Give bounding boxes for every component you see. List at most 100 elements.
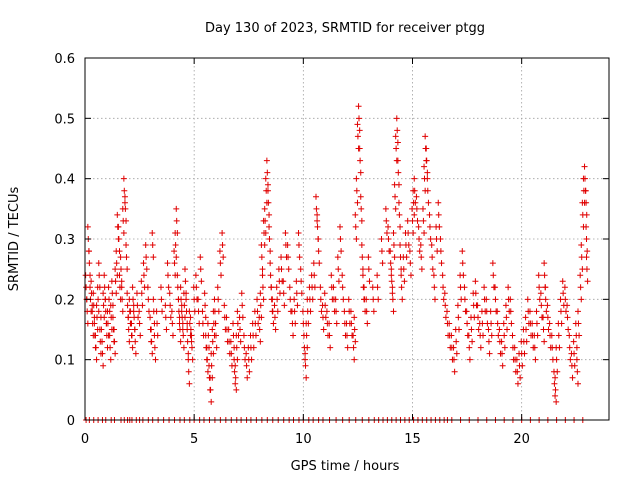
data-point [339, 272, 346, 279]
data-point [204, 368, 211, 375]
x-axis-label: GPS time / hours [291, 459, 400, 474]
data-point [387, 248, 394, 255]
data-point [353, 187, 360, 194]
data-point [322, 302, 329, 309]
data-point [523, 338, 530, 345]
data-point [314, 223, 321, 230]
data-point [88, 278, 95, 285]
data-point [107, 344, 114, 351]
data-point [392, 133, 399, 140]
data-point [394, 127, 401, 134]
data-point [514, 368, 521, 375]
data-point [365, 266, 372, 273]
data-point [583, 266, 590, 273]
data-point [577, 272, 584, 279]
data-point [95, 260, 102, 267]
data-point [359, 272, 366, 279]
data-point [105, 284, 112, 291]
data-point [290, 332, 297, 339]
data-point [100, 362, 107, 369]
data-point [389, 296, 396, 303]
data-point [555, 332, 562, 339]
data-point [135, 314, 142, 321]
data-point [544, 314, 551, 321]
data-point [234, 356, 241, 363]
data-point [535, 272, 542, 279]
data-point [453, 350, 460, 357]
data-point [315, 236, 322, 242]
data-point [280, 278, 287, 285]
data-point [263, 157, 270, 164]
data-point [281, 302, 288, 309]
data-point [345, 296, 352, 303]
data-point [231, 368, 238, 375]
data-point [128, 332, 135, 339]
data-point [233, 386, 240, 393]
data-point [545, 326, 552, 333]
data-point [370, 296, 377, 303]
data-point [562, 308, 569, 315]
data-point [400, 266, 407, 273]
data-point [430, 272, 437, 279]
data-point [302, 350, 309, 357]
data-point [477, 344, 484, 351]
data-point [442, 302, 449, 309]
data-point [209, 326, 216, 333]
data-point [257, 338, 264, 345]
data-point [273, 284, 280, 291]
data-point [532, 356, 539, 363]
data-point [166, 290, 173, 297]
data-point [521, 350, 528, 357]
data-point [151, 344, 158, 351]
data-point [435, 211, 442, 218]
data-point [267, 248, 274, 255]
data-point [119, 308, 126, 315]
data-point [363, 308, 370, 315]
data-point [305, 320, 312, 327]
data-point [86, 260, 93, 267]
data-point [121, 187, 128, 194]
data-point [320, 326, 327, 333]
data-point [541, 272, 548, 279]
data-point [285, 266, 292, 273]
data-point [450, 356, 457, 363]
data-point [186, 380, 193, 387]
data-point [337, 223, 344, 230]
data-point [507, 296, 514, 303]
data-point [255, 320, 262, 327]
data-point [423, 145, 430, 152]
data-point [132, 350, 139, 357]
data-point [282, 229, 289, 236]
data-point [403, 254, 410, 261]
data-point [260, 296, 267, 303]
data-point [303, 332, 310, 339]
data-point [202, 302, 209, 309]
data-point [206, 344, 213, 351]
data-point [485, 326, 492, 333]
data-point [315, 248, 322, 255]
data-point [187, 314, 194, 321]
data-point [511, 344, 518, 351]
data-point [265, 199, 272, 206]
data-point [392, 193, 399, 200]
data-point [359, 254, 366, 261]
data-point [363, 296, 370, 303]
data-point [388, 278, 395, 285]
data-point [357, 157, 364, 164]
data-point [350, 332, 357, 339]
data-point [536, 296, 543, 303]
data-point [171, 248, 178, 255]
data-point [584, 278, 591, 285]
data-point [574, 368, 581, 375]
data-point [115, 223, 122, 230]
data-point [202, 314, 209, 321]
data-point [98, 326, 105, 333]
data-point [106, 308, 113, 315]
y-tick-label: 0.5 [54, 112, 75, 127]
data-point [125, 326, 132, 333]
data-point [129, 344, 136, 351]
data-point [266, 211, 273, 218]
data-point [163, 326, 170, 333]
data-point [120, 229, 127, 236]
